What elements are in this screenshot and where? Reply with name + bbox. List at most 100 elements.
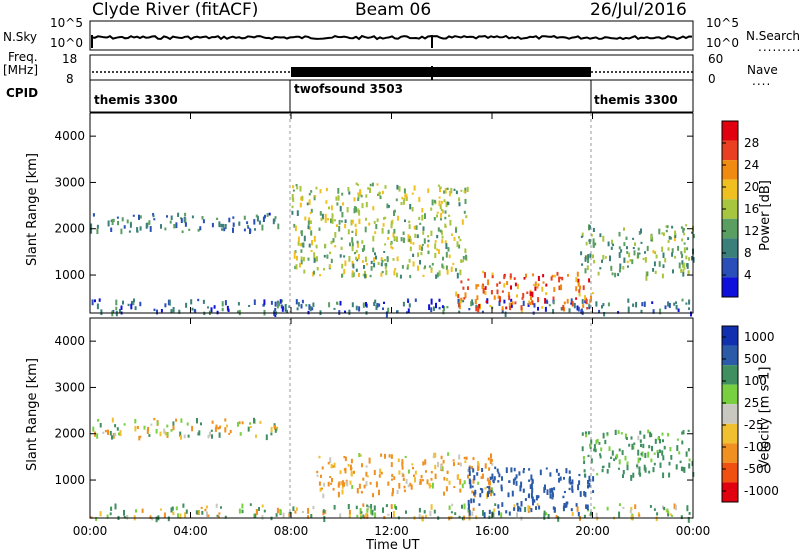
heatmap-cell [578,473,581,477]
heatmap-cell [392,487,394,494]
heatmap-cell [657,452,659,458]
heatmap-cell [334,245,337,248]
heatmap-cell [279,509,282,515]
heatmap-cell [555,468,558,473]
heatmap-cell [170,429,173,432]
heatmap-cell [131,300,133,305]
heatmap-cell [530,508,533,513]
heatmap-cell [487,457,490,461]
heatmap-cell [476,295,479,300]
heatmap-cell [247,426,250,432]
heatmap-cell [405,479,408,484]
heatmap-cell [170,215,173,220]
heatmap-cell [680,251,683,255]
heatmap-cell [385,269,388,276]
heatmap-cell [99,423,102,428]
power-ylabel: Slant Range [km] [24,153,40,266]
heatmap-cell [270,427,273,433]
heatmap-cell [324,509,327,514]
heatmap-cell [291,210,294,215]
heatmap-cell [515,480,518,486]
heatmap-cell [681,440,684,445]
heatmap-cell [398,483,401,489]
heatmap-cell [488,467,491,471]
heatmap-cell [488,480,490,485]
heatmap-cell [390,242,392,246]
heatmap-cell [160,508,162,511]
heatmap-cell [368,222,371,226]
heatmap-cell [522,300,525,306]
heatmap-cell [353,197,356,202]
heatmap-cell [464,460,467,464]
heatmap-cell [573,302,576,309]
heatmap-cell [632,303,635,307]
heatmap-cell [464,198,467,204]
heatmap-cell [445,201,448,208]
colorbar-frame [721,325,739,503]
heatmap-cell [322,493,325,499]
heatmap-cell [424,514,427,518]
heatmap-cell [276,507,279,514]
heatmap-cell [362,273,365,277]
heatmap-cell [611,239,613,245]
heatmap-cell [442,459,445,464]
heatmap-cell [522,488,525,493]
heatmap-cell [396,184,399,190]
heatmap-cell [532,283,535,287]
heatmap-cell [606,469,609,474]
heatmap-cell [602,235,605,242]
heatmap-cell [365,194,368,198]
heatmap-cell [534,286,537,291]
heatmap-cell [434,240,437,243]
heatmap-cell [438,196,441,199]
heatmap-cell [505,510,508,514]
heatmap-cell [422,461,425,466]
heatmap-cell [530,474,533,481]
heatmap-cell [458,515,461,519]
heatmap-cell [372,206,375,211]
heatmap-cell [383,217,385,220]
heatmap-cell [459,478,462,485]
heatmap-cell [559,276,562,279]
heatmap-cell [344,456,347,461]
heatmap-cell [152,214,155,218]
heatmap-cell [391,246,394,250]
heatmap-cell [473,491,476,496]
heatmap-cell [370,508,373,515]
heatmap-cell [662,264,665,268]
colorbar-tick-label: -25 [744,418,764,432]
heatmap-cell [588,513,591,516]
heatmap-cell [440,464,443,470]
heatmap-cell [304,216,307,221]
heatmap-cell [482,510,484,516]
heatmap-cell [228,217,231,223]
heatmap-cell [596,438,599,443]
heatmap-cell [428,304,431,310]
heatmap-cell [549,493,552,499]
heatmap-cell [498,281,501,284]
heatmap-cell [430,477,433,481]
heatmap-cell [628,443,631,447]
heatmap-cell [280,299,283,303]
heatmap-cell [175,506,178,511]
heatmap-cell [643,434,646,439]
heatmap-cell [320,217,323,221]
heatmap-cell [642,443,645,449]
heatmap-cell [432,306,435,311]
colorbar-tick-label: 20 [744,180,759,194]
heatmap-cell [530,492,533,499]
heatmap-cell [602,432,605,439]
heatmap-cell [332,465,335,468]
heatmap-cell [417,252,420,257]
heatmap-cell [261,224,264,231]
heatmap-cell [94,299,96,303]
heatmap-cell [414,233,417,238]
heatmap-cell [249,422,251,425]
heatmap-cell [637,512,640,516]
heatmap-cell [528,479,531,482]
heatmap-cell [375,481,378,488]
heatmap-cell [631,259,634,265]
heatmap-cell [279,299,282,304]
heatmap-cell [463,480,466,485]
